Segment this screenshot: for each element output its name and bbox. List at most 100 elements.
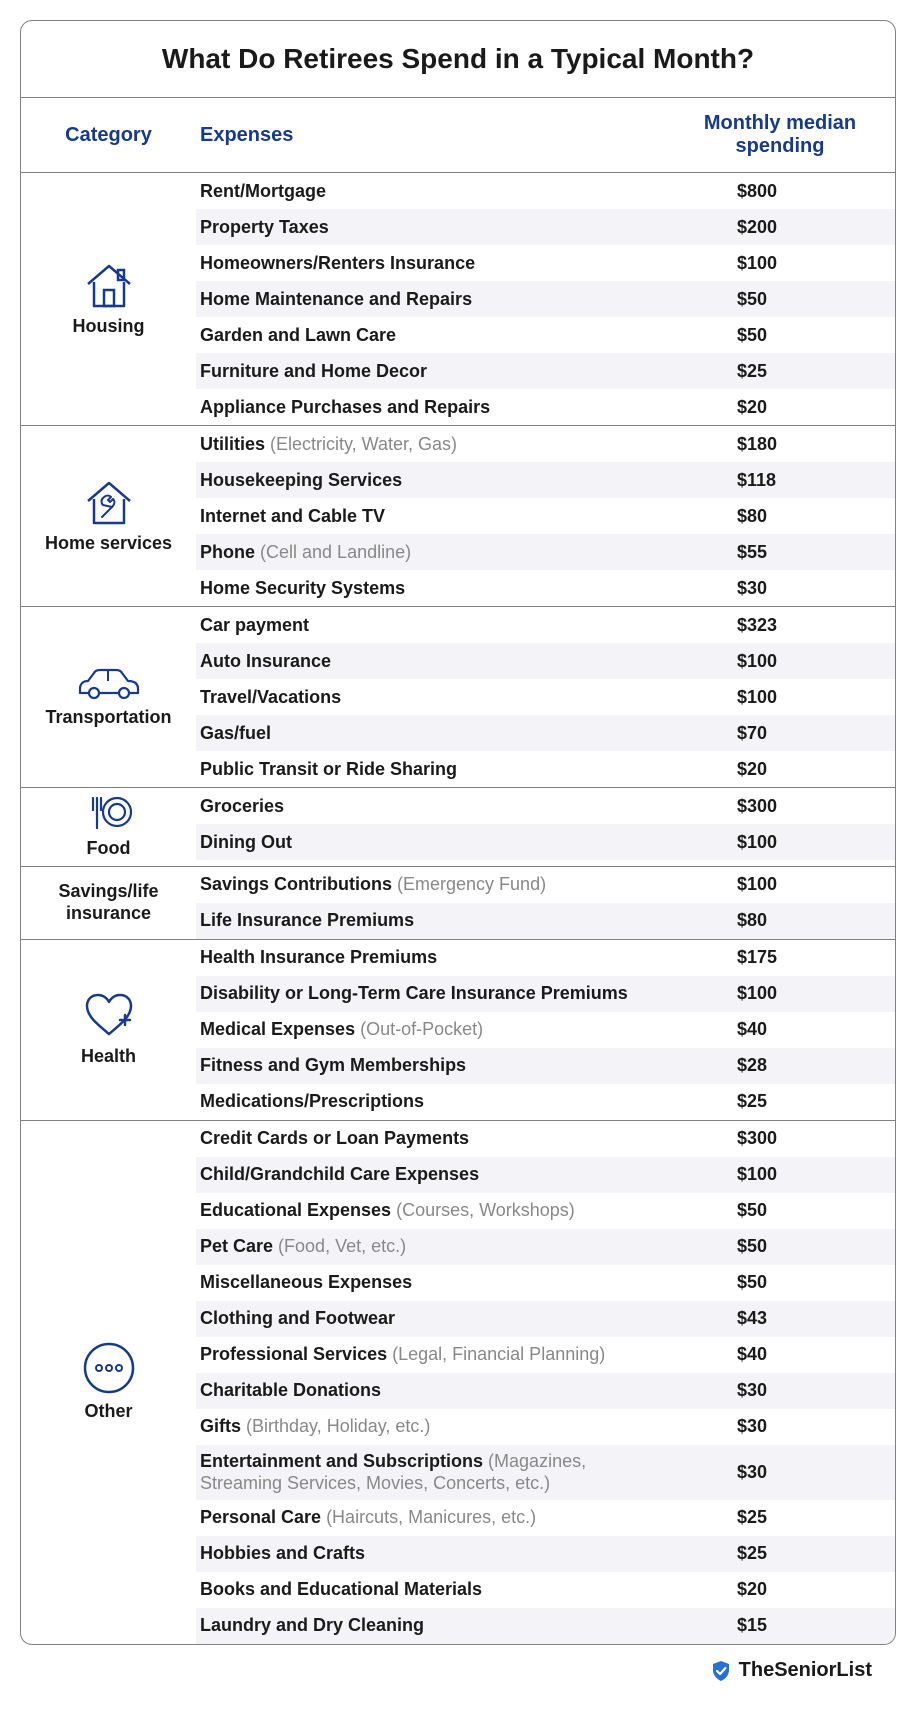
table-row: Fitness and Gym Memberships $28 xyxy=(196,1048,895,1084)
spending-value: $50 xyxy=(665,325,895,346)
expense-sublabel: (Birthday, Holiday, etc.) xyxy=(246,1416,430,1436)
expense-name: Travel/Vacations xyxy=(200,687,341,707)
expense-name: Clothing and Footwear xyxy=(200,1308,395,1328)
expense-sublabel: (Electricity, Water, Gas) xyxy=(270,434,457,454)
category-label: Food xyxy=(87,838,131,860)
expense-label: Appliance Purchases and Repairs xyxy=(196,396,665,419)
expense-label: Fitness and Gym Memberships xyxy=(196,1054,665,1077)
expense-label: Credit Cards or Loan Payments xyxy=(196,1127,665,1150)
table-row: Home Maintenance and Repairs $50 xyxy=(196,281,895,317)
expense-name: Fitness and Gym Memberships xyxy=(200,1055,466,1075)
spending-value: $323 xyxy=(665,615,895,636)
spending-value: $25 xyxy=(665,361,895,382)
category-group: Home services Utilities (Electricity, Wat… xyxy=(21,426,895,607)
expense-name: Home Maintenance and Repairs xyxy=(200,289,472,309)
expense-name: Property Taxes xyxy=(200,217,329,237)
spending-value: $80 xyxy=(665,910,895,931)
expense-name: Medications/Prescriptions xyxy=(200,1091,424,1111)
expense-name: Disability or Long-Term Care Insurance P… xyxy=(200,983,628,1003)
expense-name: Home Security Systems xyxy=(200,578,405,598)
expense-name: Groceries xyxy=(200,796,284,816)
spending-value: $50 xyxy=(665,289,895,310)
brand-badge-icon xyxy=(709,1659,733,1683)
category-label: Health xyxy=(81,1046,136,1068)
header-category: Category xyxy=(21,124,196,147)
category-label: Home services xyxy=(45,533,172,555)
table-row: Property Taxes$200 xyxy=(196,209,895,245)
table-row: Clothing and Footwear$43 xyxy=(196,1301,895,1337)
food-icon xyxy=(85,794,133,832)
table-row: Utilities (Electricity, Water, Gas)$180 xyxy=(196,426,895,462)
table-row: Credit Cards or Loan Payments$300 xyxy=(196,1121,895,1157)
expense-label: Home Security Systems xyxy=(196,577,665,600)
category-label: Transportation xyxy=(45,707,171,729)
category-group: FoodGroceries$300Dining Out$100 xyxy=(21,788,895,867)
rows-container: Groceries$300Dining Out$100 xyxy=(196,788,895,866)
spending-value: $80 xyxy=(665,506,895,527)
expense-label: Furniture and Home Decor xyxy=(196,360,665,383)
house-wrench-icon xyxy=(82,477,136,527)
table-row: Travel/Vacations$100 xyxy=(196,679,895,715)
expense-name: Homeowners/Renters Insurance xyxy=(200,253,475,273)
category-cell: Other xyxy=(21,1121,196,1644)
table-row: Appliance Purchases and Repairs$20 xyxy=(196,389,895,425)
spending-value: $100 xyxy=(665,651,895,672)
spending-table: What Do Retirees Spend in a Typical Mont… xyxy=(20,20,896,1645)
expense-label: Medical Expenses (Out-of-Pocket) xyxy=(196,1018,665,1041)
table-row: Auto Insurance$100 xyxy=(196,643,895,679)
table-row: Entertainment and Subscriptions (Magazin… xyxy=(196,1445,895,1500)
table-row: Rent/Mortgage$800 xyxy=(196,173,895,209)
expense-label: Disability or Long-Term Care Insurance P… xyxy=(196,982,665,1005)
brand-text: TheSeniorList xyxy=(739,1659,872,1682)
expense-label: Educational Expenses (Courses, Workshops… xyxy=(196,1199,665,1222)
spending-value: $25 xyxy=(665,1091,895,1112)
table-row: Pet Care (Food, Vet, etc.)$50 xyxy=(196,1229,895,1265)
category-group: OtherCredit Cards or Loan Payments$300 Ch… xyxy=(21,1121,895,1644)
spending-value: $55 xyxy=(665,542,895,563)
spending-value: $50 xyxy=(665,1272,895,1293)
table-row: Hobbies and Crafts$25 xyxy=(196,1536,895,1572)
dots-icon xyxy=(82,1341,136,1395)
table-row: Car payment$323 xyxy=(196,607,895,643)
expense-label: Car payment xyxy=(196,614,665,637)
expense-label: Savings Contributions (Emergency Fund) xyxy=(196,873,665,896)
category-label: Housing xyxy=(73,316,145,338)
spending-value: $50 xyxy=(665,1236,895,1257)
category-cell: Home services xyxy=(21,426,196,606)
expense-label: Child/Grandchild Care Expenses xyxy=(196,1163,665,1186)
expense-name: Books and Educational Materials xyxy=(200,1579,482,1599)
expense-label: Housekeeping Services xyxy=(196,469,665,492)
spending-value: $30 xyxy=(665,1462,895,1483)
category-group: Savings/life insuranceSavings Contributi… xyxy=(21,867,895,940)
expense-label: Professional Services (Legal, Financial … xyxy=(196,1343,665,1366)
expense-label: Travel/Vacations xyxy=(196,686,665,709)
spending-value: $20 xyxy=(665,759,895,780)
expense-label: Property Taxes xyxy=(196,216,665,239)
expense-label: Gas/fuel xyxy=(196,722,665,745)
expense-label: Gifts (Birthday, Holiday, etc.) xyxy=(196,1415,665,1438)
expense-sublabel: (Food, Vet, etc.) xyxy=(278,1236,406,1256)
spending-value: $300 xyxy=(665,796,895,817)
category-cell: Transportation xyxy=(21,607,196,787)
expense-label: Groceries xyxy=(196,795,665,818)
rows-container: Rent/Mortgage$800Property Taxes$200 Homeo… xyxy=(196,173,895,425)
table-row: Public Transit or Ride Sharing$20 xyxy=(196,751,895,787)
table-row: Medications/Prescriptions $25 xyxy=(196,1084,895,1120)
expense-label: Internet and Cable TV xyxy=(196,505,665,528)
expense-label: Home Maintenance and Repairs xyxy=(196,288,665,311)
expense-label: Phone (Cell and Landline) xyxy=(196,541,665,564)
expense-label: Pet Care (Food, Vet, etc.) xyxy=(196,1235,665,1258)
spending-value: $30 xyxy=(665,1380,895,1401)
spending-value: $25 xyxy=(665,1543,895,1564)
expense-label: Homeowners/Renters Insurance xyxy=(196,252,665,275)
category-group: HealthHealth Insurance Premiums$175Disab… xyxy=(21,940,895,1121)
spending-value: $100 xyxy=(665,983,895,1004)
expense-name: Dining Out xyxy=(200,832,292,852)
spending-value: $28 xyxy=(665,1055,895,1076)
table-row: Laundry and Dry Cleaning$15 xyxy=(196,1608,895,1644)
table-row: Personal Care (Haircuts, Manicures, etc.… xyxy=(196,1500,895,1536)
expense-name: Housekeeping Services xyxy=(200,470,402,490)
expense-name: Life Insurance Premiums xyxy=(200,910,414,930)
header-spending: Monthly median spending xyxy=(665,112,895,158)
expense-name: Miscellaneous Expenses xyxy=(200,1272,412,1292)
